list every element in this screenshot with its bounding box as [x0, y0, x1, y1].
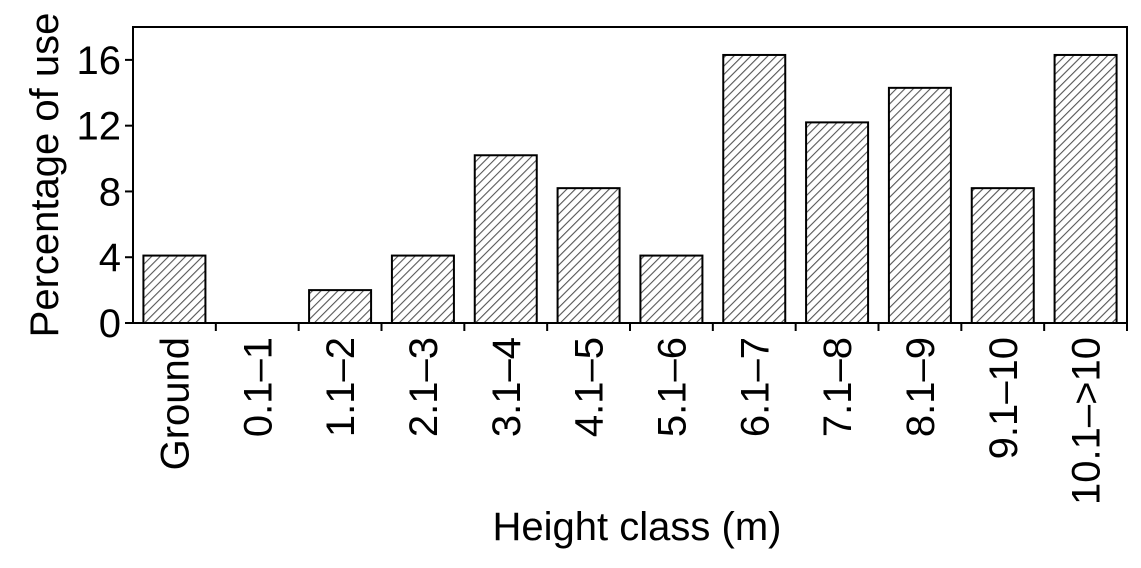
x-axis-label: Height class (m)	[493, 505, 782, 549]
y-tick-label: 0	[99, 302, 121, 346]
x-tick-label: 8.1–9	[899, 337, 943, 437]
y-tick-label: 8	[99, 170, 121, 214]
bar	[308, 289, 373, 325]
x-tick-label: 5.1–6	[650, 337, 694, 437]
plot-frame	[132, 26, 1128, 324]
x-tick-label: 3.1–4	[485, 337, 529, 437]
x-tick-label: 0.1–1	[236, 337, 280, 437]
bar	[887, 86, 952, 324]
x-tick-label: 10.1–>10	[1065, 337, 1109, 505]
x-tick-label: 2.1–3	[402, 337, 446, 437]
y-tick-label: 12	[77, 105, 122, 149]
y-tick-label: 4	[99, 236, 121, 280]
x-tick-label: Ground	[153, 337, 197, 470]
bar	[722, 53, 787, 324]
bar	[473, 154, 538, 324]
y-tick-label: 16	[77, 39, 122, 83]
x-tick-label: 4.1–5	[568, 337, 612, 437]
x-tick-label: 6.1–7	[733, 337, 777, 437]
bar	[1053, 53, 1118, 324]
bar	[390, 254, 455, 324]
bar	[639, 254, 704, 324]
bar	[805, 121, 870, 324]
x-tick-label: 7.1–8	[816, 337, 860, 437]
bar	[142, 254, 207, 324]
x-tick-label: 1.1–2	[319, 337, 363, 437]
x-tick-label: 9.1–10	[982, 337, 1026, 459]
y-axis-label: Percentage of use	[23, 13, 67, 338]
bar	[970, 187, 1035, 324]
bar	[556, 187, 621, 324]
